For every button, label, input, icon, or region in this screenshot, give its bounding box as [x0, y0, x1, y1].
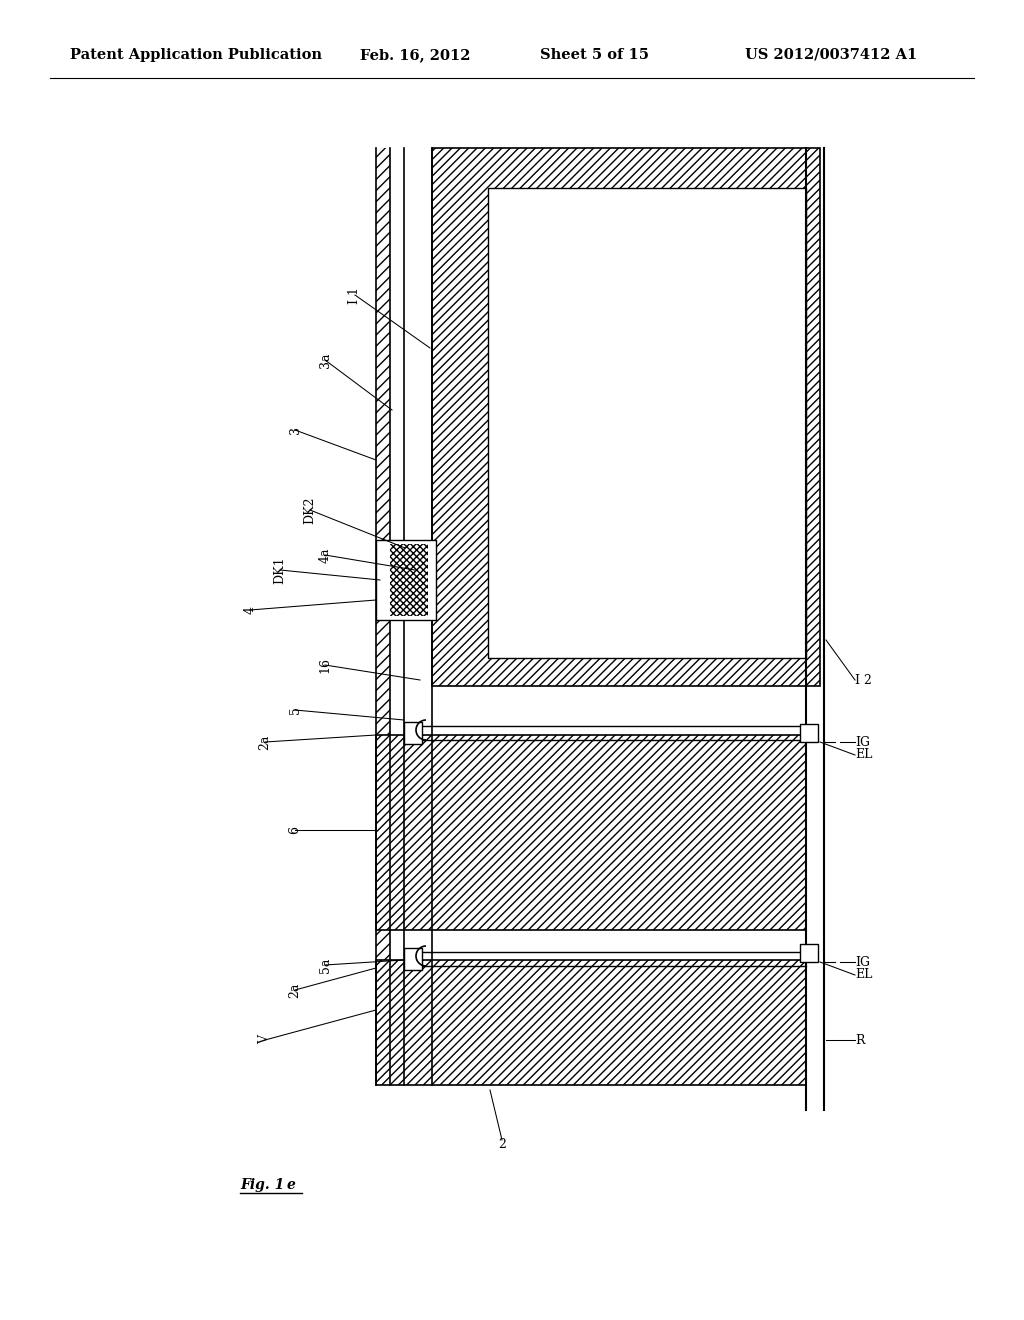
Text: IG: IG [855, 956, 870, 969]
Text: I 2: I 2 [855, 673, 871, 686]
Bar [800, 944, 818, 962]
Text: I 1: I 1 [348, 286, 361, 304]
Text: 2a: 2a [289, 982, 301, 998]
Bar [376, 148, 390, 1085]
Text: DK1: DK1 [273, 556, 287, 583]
Bar [432, 148, 820, 686]
Text: Feb. 16, 2012: Feb. 16, 2012 [360, 48, 470, 62]
Bar [376, 960, 806, 1085]
Bar [376, 148, 390, 1085]
Bar [390, 544, 428, 616]
Text: Sheet 5 of 15: Sheet 5 of 15 [540, 48, 649, 62]
Text: Patent Application Publication: Patent Application Publication [70, 48, 322, 62]
Text: 5a: 5a [318, 957, 332, 973]
Bar [390, 544, 428, 616]
Bar [376, 735, 806, 931]
Text: IG: IG [855, 735, 870, 748]
Text: 5: 5 [289, 706, 301, 714]
Text: 4: 4 [244, 606, 256, 614]
Text: 2: 2 [498, 1138, 506, 1151]
Text: e: e [287, 1177, 296, 1192]
Text: 2a: 2a [258, 734, 271, 750]
Text: US 2012/0037412 A1: US 2012/0037412 A1 [745, 48, 918, 62]
Text: Fig. 1: Fig. 1 [240, 1177, 285, 1192]
Bar [800, 723, 818, 742]
Bar [488, 187, 806, 657]
Bar [404, 948, 422, 970]
Bar [376, 735, 806, 931]
Text: 4a: 4a [318, 548, 332, 562]
Text: EL: EL [855, 969, 872, 982]
Bar [376, 540, 436, 620]
Text: R: R [855, 1034, 864, 1047]
Text: 6: 6 [289, 826, 301, 834]
Bar [376, 960, 806, 1085]
Text: DK2: DK2 [303, 496, 316, 524]
Text: EL: EL [855, 748, 872, 762]
Text: V: V [258, 1035, 271, 1044]
Bar [404, 722, 422, 744]
Text: 16: 16 [318, 657, 332, 673]
Text: 3: 3 [289, 426, 301, 434]
Bar [432, 148, 820, 686]
Text: 3a: 3a [318, 352, 332, 368]
